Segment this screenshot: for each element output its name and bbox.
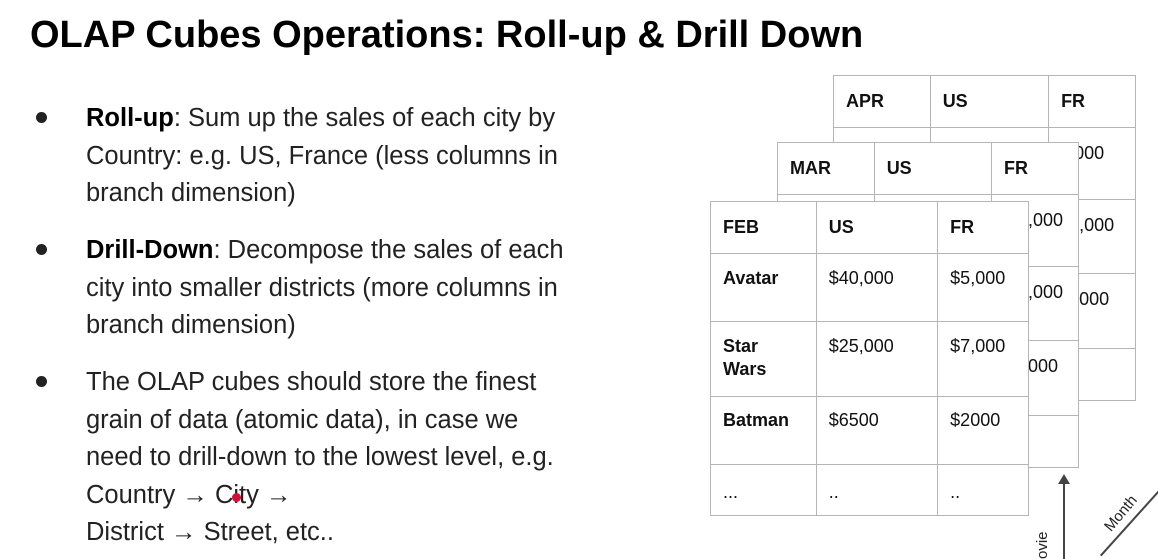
sheet-cell: ,000 <box>1028 210 1064 230</box>
bullet-term: Drill-Down <box>86 236 214 264</box>
sheet-header: FR <box>950 217 975 237</box>
sheet-header: US <box>886 158 912 178</box>
sheet-cell: 7,000 <box>1069 215 1115 235</box>
sheet-cell: $2000 <box>950 410 1001 430</box>
pointer-dot-icon <box>232 493 242 503</box>
slide-title: OLAP Cubes Operations: Roll-up & Drill D… <box>30 14 864 56</box>
sheet-cell: ... <box>723 482 739 502</box>
sheet-header: FEB <box>723 217 759 237</box>
sheet-header: US <box>828 217 854 237</box>
sheet-header: FR <box>1061 91 1086 111</box>
movie-label: Avatar <box>723 268 779 288</box>
sheet-header: US <box>942 91 968 111</box>
table-row: Batman $6500 $2000 <box>710 396 1029 465</box>
sheet-cell: .. <box>828 482 839 502</box>
sheet-cell: $7,000 <box>950 336 1006 356</box>
bullet-body: : Sum up the sales of each city by Count… <box>86 104 558 207</box>
bullet-dot <box>36 112 47 123</box>
bullet-text: The OLAP cubes should store the finest g… <box>86 364 566 552</box>
table-row: Star Wars $25,000 $7,000 <box>710 321 1029 397</box>
sheet-cell: ,000 <box>1028 282 1064 302</box>
movie-axis-line <box>1063 480 1065 559</box>
bullet-body-cont: y → <box>246 480 292 509</box>
month-axis-label: Month <box>1101 492 1141 535</box>
sheet-cell: $25,000 <box>828 336 894 356</box>
movie-label: Star Wars <box>723 336 767 379</box>
table-row: ... .. .. <box>710 464 1029 516</box>
bullet-text: Drill-Down: Decompose the sales of each … <box>86 232 566 345</box>
bullet-term: Roll-up <box>86 104 174 132</box>
bullet-dot <box>36 244 47 255</box>
bullet-body: : Decompose the sales of each city into … <box>86 236 564 339</box>
sheet-cell: $40,000 <box>828 268 894 288</box>
sheet-cell: .. <box>950 482 961 502</box>
sheet-cell: $5,000 <box>950 268 1006 288</box>
table-row: Avatar $40,000 $5,000 <box>710 253 1029 322</box>
bullet-text: Roll-up: Sum up the sales of each city b… <box>86 100 566 213</box>
bullet-body-last: District → Street, etc.. <box>86 518 334 546</box>
movie-axis-label: ovie <box>1034 531 1051 559</box>
sheet-header: MAR <box>790 158 831 178</box>
cube-sheet-feb: FEB US FR Avatar $40,000 $5,000 Star War… <box>710 201 1029 516</box>
sheet-cell: 000 <box>1028 356 1059 376</box>
sheet-cell: 2000 <box>1069 289 1110 309</box>
sheet-cell: $6500 <box>828 410 879 430</box>
sheet-header: APR <box>846 91 885 111</box>
bullet-body: The OLAP cubes should store the finest g… <box>86 368 554 509</box>
movie-label: Batman <box>723 410 790 430</box>
arrow-up-icon <box>1058 474 1070 484</box>
bullet-dot <box>36 376 47 387</box>
sheet-header: FR <box>1004 158 1029 178</box>
